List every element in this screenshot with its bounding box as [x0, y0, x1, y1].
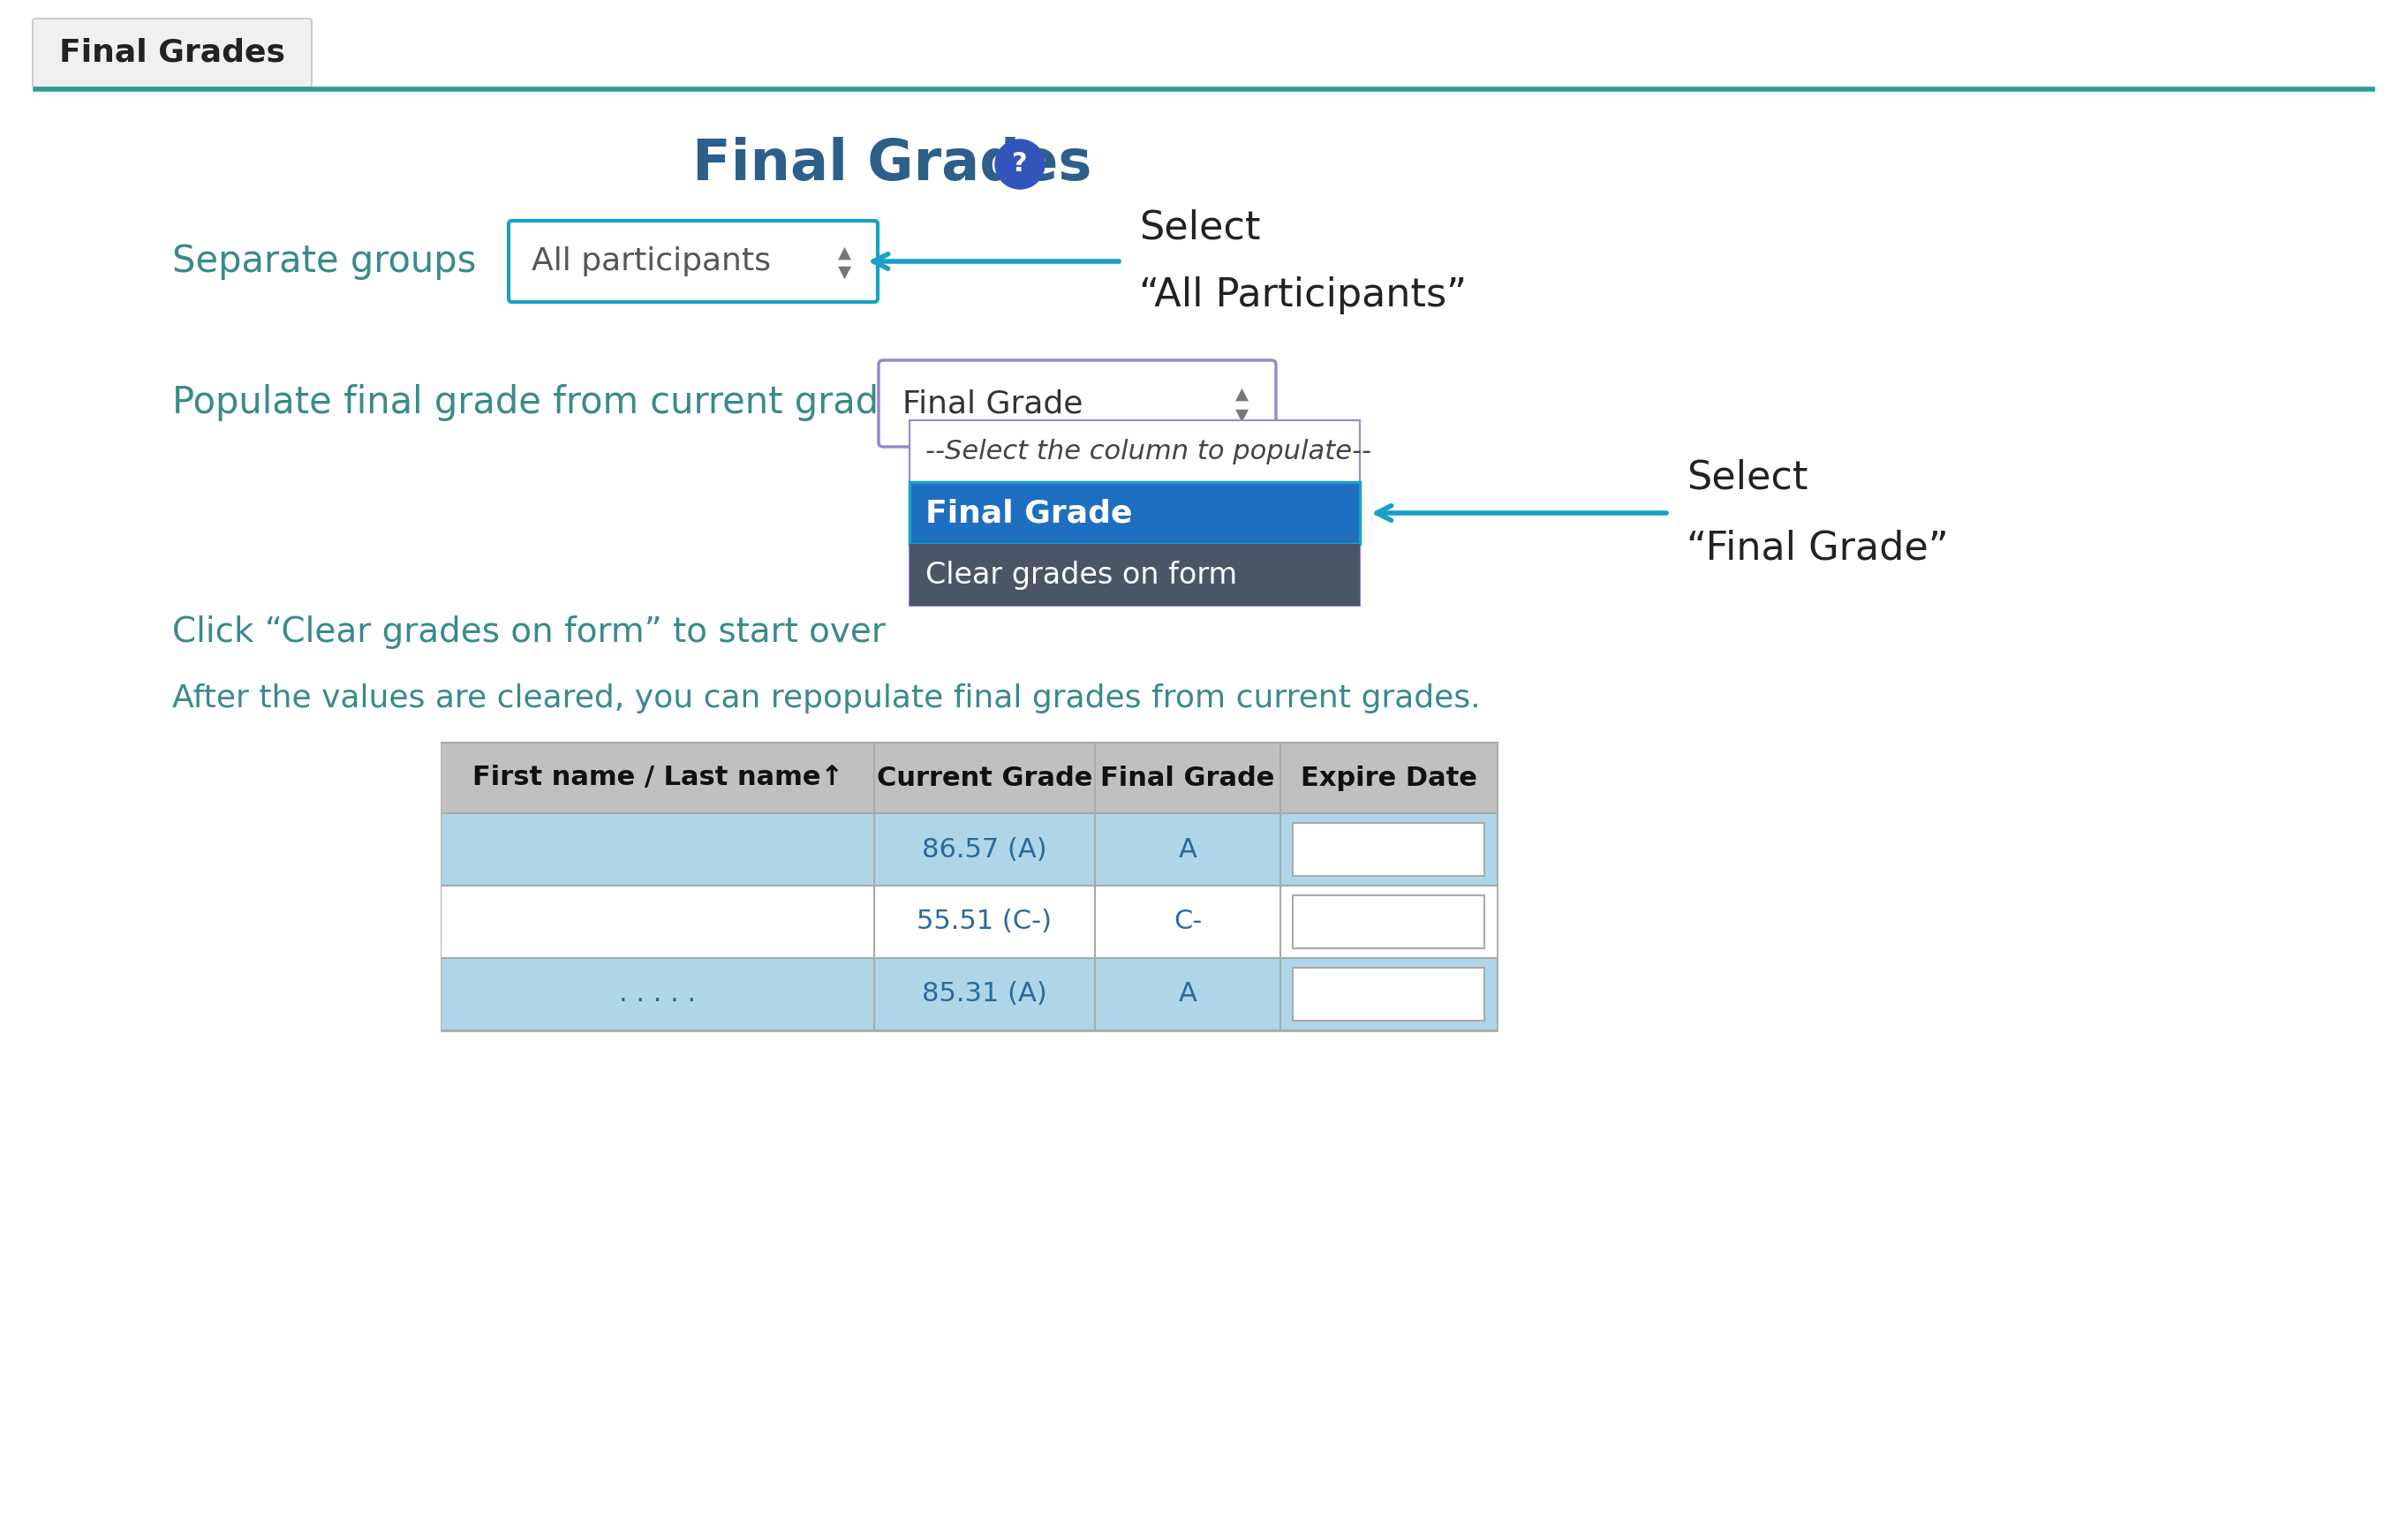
Text: Expire Date: Expire Date	[1300, 765, 1476, 791]
FancyBboxPatch shape	[508, 221, 879, 302]
Text: Populate final grade from current grade: Populate final grade from current grade	[173, 384, 901, 421]
Bar	[1293, 895, 1483, 948]
Text: ▼: ▼	[1235, 407, 1247, 424]
Text: ?: ?	[1011, 151, 1028, 177]
Text: C-: C-	[1173, 908, 1202, 934]
Text: Final Grades: Final Grades	[691, 137, 1091, 192]
Text: After the values are cleared, you can repopulate final grades from current grade: After the values are cleared, you can re…	[173, 683, 1481, 713]
FancyBboxPatch shape	[879, 360, 1276, 447]
Text: Select: Select	[1686, 459, 1808, 497]
Bar	[441, 959, 1498, 1030]
Text: --Select the column to populate--: --Select the column to populate--	[925, 439, 1370, 463]
Bar	[1293, 968, 1483, 1021]
Text: First name / Last name↑: First name / Last name↑	[472, 765, 843, 791]
Bar	[441, 814, 1498, 885]
Text: Select: Select	[1139, 209, 1259, 247]
Bar	[1293, 823, 1483, 876]
Text: Final Grade: Final Grade	[903, 389, 1084, 419]
Text: ▲: ▲	[838, 244, 850, 261]
Text: “Final Grade”: “Final Grade”	[1686, 529, 1948, 567]
Text: 86.57 (A): 86.57 (A)	[922, 837, 1047, 863]
FancyBboxPatch shape	[910, 482, 1361, 544]
Text: Current Grade: Current Grade	[877, 765, 1093, 791]
Text: . . . . .: . . . . .	[619, 981, 696, 1007]
Text: A: A	[1178, 981, 1197, 1007]
Text: ▼: ▼	[838, 264, 850, 280]
Text: Separate groups: Separate groups	[173, 242, 477, 280]
FancyBboxPatch shape	[910, 421, 1361, 605]
Text: 85.31 (A): 85.31 (A)	[922, 981, 1047, 1007]
Bar	[441, 742, 1498, 1030]
Text: Clear grades on form: Clear grades on form	[925, 561, 1238, 590]
Circle shape	[995, 140, 1045, 189]
FancyBboxPatch shape	[910, 544, 1361, 605]
Text: “All Participants”: “All Participants”	[1139, 276, 1466, 314]
Text: A: A	[1178, 837, 1197, 863]
FancyBboxPatch shape	[34, 18, 311, 87]
Bar	[441, 885, 1498, 959]
Text: Final Grade: Final Grade	[1100, 765, 1274, 791]
Text: All participants: All participants	[532, 247, 771, 276]
Bar	[441, 742, 1498, 814]
Text: Final Grade: Final Grade	[925, 498, 1132, 527]
Text: Final Grades: Final Grades	[60, 38, 284, 69]
Text: ▲: ▲	[1235, 386, 1247, 402]
Text: Click “Clear grades on form” to start over: Click “Clear grades on form” to start ov…	[173, 616, 886, 649]
Text: 55.51 (C-): 55.51 (C-)	[917, 908, 1052, 934]
